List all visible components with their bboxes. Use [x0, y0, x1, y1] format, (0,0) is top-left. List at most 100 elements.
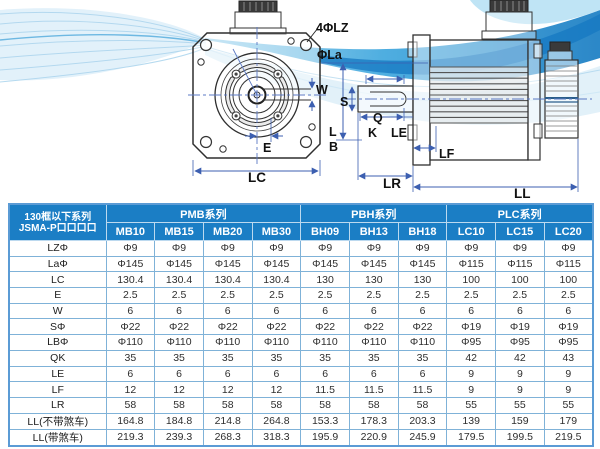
spec-value: 6 [105, 365, 156, 383]
spec-value: 6 [348, 302, 399, 320]
dim-label-ll: LL [514, 186, 531, 201]
spec-value: Φ22 [154, 318, 204, 336]
spec-value: Φ110 [154, 334, 204, 351]
spec-value: Φ145 [397, 255, 448, 273]
spec-value: Φ110 [202, 334, 253, 351]
spec-value: Φ110 [348, 334, 399, 351]
spec-value: 55 [446, 396, 497, 414]
row-label: LC [8, 271, 107, 289]
spec-value: Φ145 [202, 255, 253, 273]
table-row: LF 12 12 12 12 11.5 11.5 11.5 9 9 9 [8, 381, 594, 398]
side-connector-icon [481, 0, 537, 40]
spec-value: 43 [543, 349, 594, 367]
spec-value: 2.5 [495, 287, 545, 304]
model-header: BH09 [300, 222, 350, 241]
spec-value: 6 [154, 365, 204, 383]
spec-value: Φ9 [495, 240, 545, 257]
spec-value: Φ9 [543, 240, 594, 257]
spec-value: 35 [202, 349, 253, 367]
spec-value: 130 [348, 271, 399, 289]
spec-value: 9 [495, 381, 545, 398]
spec-value: 9 [446, 381, 497, 398]
spec-value: 264.8 [251, 412, 302, 430]
spec-value: 58 [348, 396, 399, 414]
series-group-header-2: PLC系列 [446, 203, 594, 223]
spec-value: 35 [154, 349, 204, 367]
row-label: LF [8, 381, 107, 398]
spec-value: Φ22 [251, 318, 302, 336]
row-label: LE [8, 365, 107, 383]
spec-value: 130 [300, 271, 350, 289]
spec-value: 35 [251, 349, 302, 367]
spec-value: 12 [202, 381, 253, 398]
model-header: MB10 [105, 222, 156, 241]
table-row: LE 6 6 6 6 6 6 6 9 9 9 [8, 365, 594, 383]
spec-value: 2.5 [543, 287, 594, 304]
spec-value: 9 [495, 365, 545, 383]
spec-value: 179.5 [446, 428, 497, 447]
spec-value: Φ9 [105, 240, 156, 257]
dim-label-lc: LC [248, 170, 266, 185]
dim-label-w: W [316, 83, 328, 97]
dimension-diagrams: 4ΦLZ ΦLa W E LC [188, 0, 592, 201]
model-header: LC10 [446, 222, 497, 241]
row-label: LL(带煞车) [8, 428, 107, 447]
spec-value: 55 [543, 396, 594, 414]
spec-value: Φ115 [543, 255, 594, 273]
model-header: LC15 [495, 222, 545, 241]
model-header: BH18 [397, 222, 448, 241]
spec-value: Φ22 [202, 318, 253, 336]
spec-value: 179 [543, 412, 594, 430]
series-title-line1: 130框以下系列 [24, 211, 92, 223]
spec-value: 55 [495, 396, 545, 414]
spec-value: 153.3 [300, 412, 350, 430]
spec-value: 6 [348, 365, 399, 383]
dim-label-b: B [329, 140, 338, 154]
spec-value: Φ19 [543, 318, 594, 336]
spec-value: 6 [543, 302, 594, 320]
spec-value: Φ9 [154, 240, 204, 257]
dim-label-la: ΦLa [317, 48, 343, 62]
spec-value: 58 [397, 396, 448, 414]
spec-value: 35 [300, 349, 350, 367]
model-header: MB15 [154, 222, 204, 241]
spec-value: 42 [446, 349, 497, 367]
table-row: LL(带煞车) 219.3 239.3 268.3 318.3 195.9 220.9 245… [8, 428, 594, 447]
spec-value: 6 [202, 302, 253, 320]
table-row: QK 35 35 35 35 35 35 35 42 42 43 [8, 349, 594, 367]
spec-value: 9 [446, 365, 497, 383]
spec-value: 195.9 [300, 428, 350, 447]
table-row: LBΦ Φ110 Φ110 Φ110 Φ110 Φ110 Φ110 Φ110 Φ95 Φ95 Φ95 [8, 334, 594, 351]
spec-value: 6 [446, 302, 497, 320]
spec-value: 42 [495, 349, 545, 367]
spec-value: 2.5 [397, 287, 448, 304]
spec-value: 130.4 [105, 271, 156, 289]
spec-value: Φ22 [397, 318, 448, 336]
spec-value: Φ9 [348, 240, 399, 257]
row-label: W [8, 302, 107, 320]
spec-value: 130.4 [251, 271, 302, 289]
spec-value: 6 [495, 302, 545, 320]
dim-label-e: E [263, 141, 271, 155]
spec-value: 6 [202, 365, 253, 383]
spec-value: 100 [543, 271, 594, 289]
spec-value: Φ22 [348, 318, 399, 336]
spec-value: 239.3 [154, 428, 204, 447]
row-label: SΦ [8, 318, 107, 336]
spec-value: 130 [397, 271, 448, 289]
spec-value: 100 [446, 271, 497, 289]
spec-value: Φ110 [300, 334, 350, 351]
spec-value: Φ115 [495, 255, 545, 273]
table-row: E 2.5 2.5 2.5 2.5 2.5 2.5 2.5 2.5 2.5 2.5 [8, 287, 594, 304]
spec-value: Φ9 [397, 240, 448, 257]
spec-value: 35 [397, 349, 448, 367]
spec-value: 220.9 [348, 428, 399, 447]
spec-value: 12 [251, 381, 302, 398]
spec-value: 184.8 [154, 412, 204, 430]
spec-value: Φ22 [105, 318, 156, 336]
spec-value: Φ145 [251, 255, 302, 273]
spec-value: 6 [105, 302, 156, 320]
spec-value: 9 [543, 365, 594, 383]
